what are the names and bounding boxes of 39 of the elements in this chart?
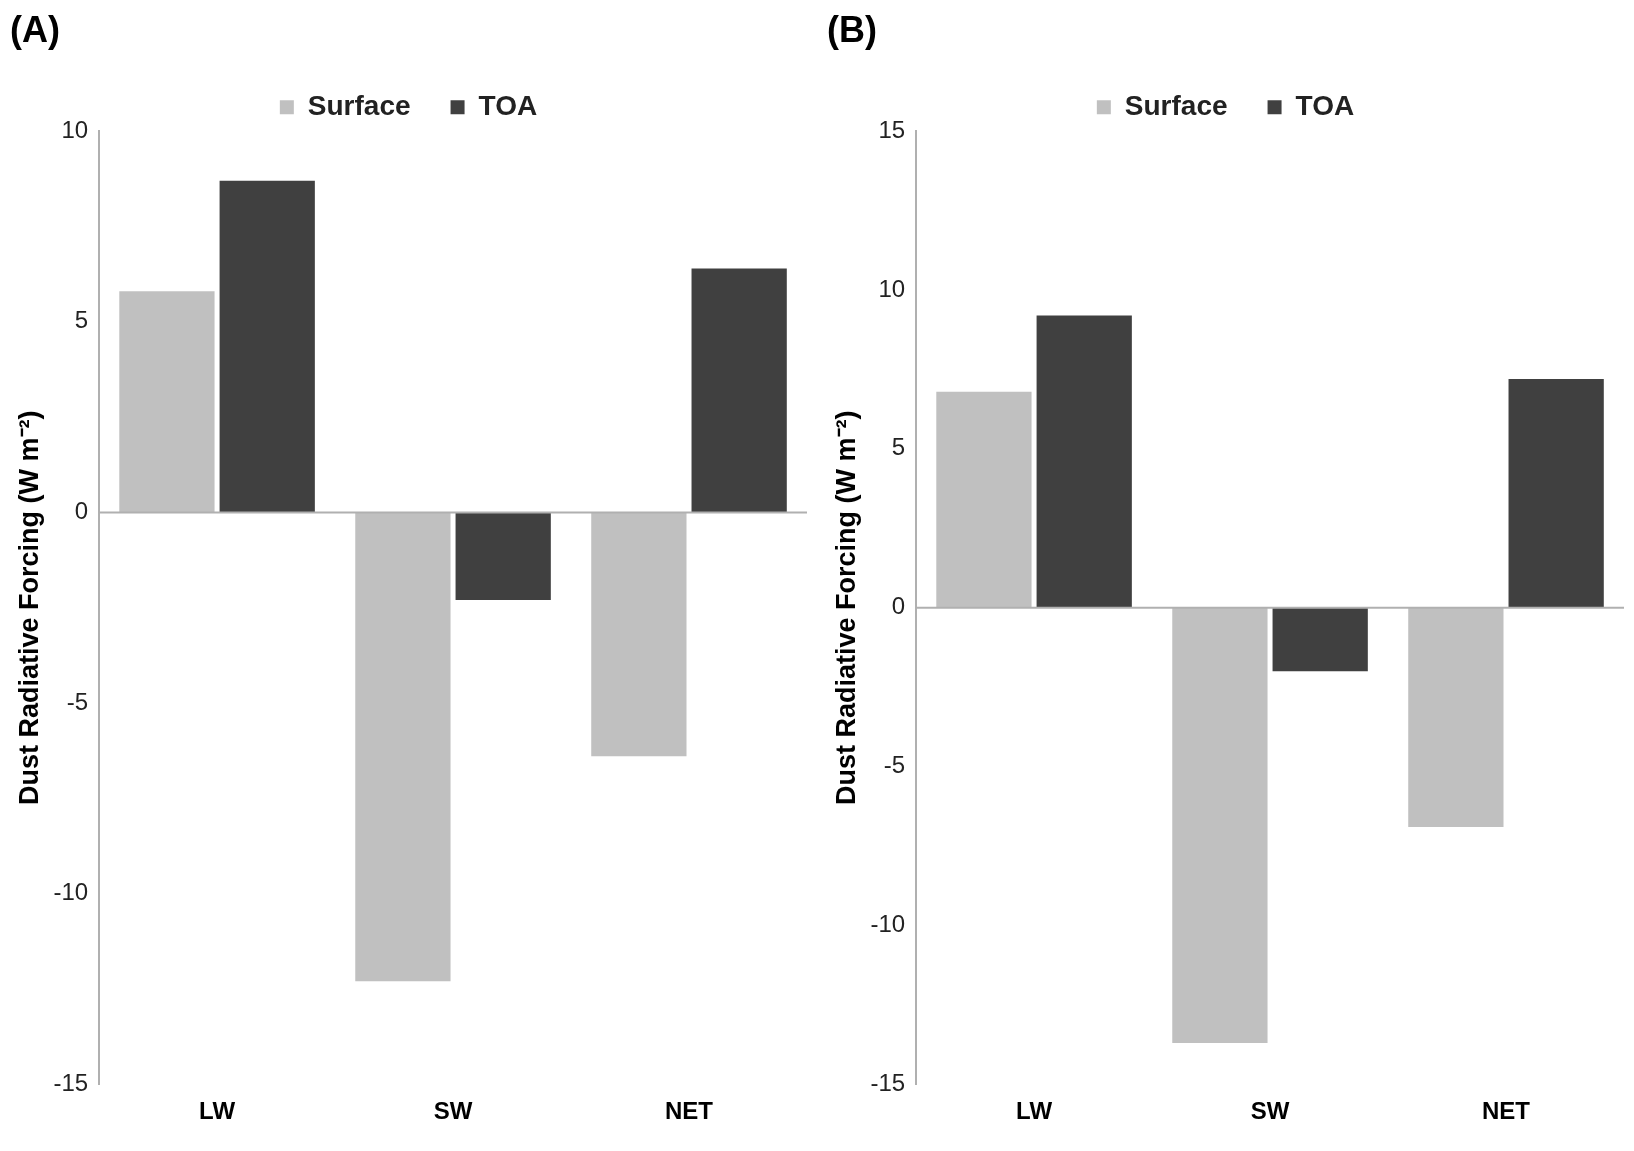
y-tick-label: 5 xyxy=(74,306,89,334)
y-tick-label: 5 xyxy=(891,433,906,461)
chart-title: (B) xyxy=(827,8,877,50)
y-tick-label: -10 xyxy=(53,878,89,906)
y-tick-label: -5 xyxy=(883,751,906,779)
x-tick-label: NET xyxy=(1482,1097,1531,1125)
y-tick-label: 15 xyxy=(878,115,906,143)
bar xyxy=(119,291,215,513)
chart-title: (A) xyxy=(10,8,60,50)
bar xyxy=(591,512,687,757)
y-tick-label: -15 xyxy=(53,1068,89,1096)
bar xyxy=(455,512,551,601)
y-tick-label: -10 xyxy=(870,909,906,937)
bar xyxy=(1036,315,1132,608)
bar xyxy=(691,268,787,513)
bar xyxy=(936,391,1032,608)
legend-label: Surface xyxy=(307,89,411,121)
y-axis-title: Dust Radiative Forcing (W m⁻²) xyxy=(13,410,44,805)
bar xyxy=(219,180,315,513)
y-tick-label: -5 xyxy=(66,687,89,715)
x-tick-label: SW xyxy=(1250,1097,1290,1125)
y-tick-label: 0 xyxy=(74,497,89,525)
x-tick-label: LW xyxy=(199,1097,236,1125)
legend-label: TOA xyxy=(478,89,538,121)
x-tick-label: NET xyxy=(665,1097,714,1125)
bar xyxy=(1272,607,1368,672)
y-tick-label: -15 xyxy=(870,1068,906,1096)
x-tick-label: SW xyxy=(433,1097,473,1125)
y-tick-label: 10 xyxy=(878,274,906,302)
bar xyxy=(1172,607,1268,1043)
bar xyxy=(1408,607,1504,827)
legend-label: Surface xyxy=(1124,89,1228,121)
y-tick-label: 0 xyxy=(891,592,906,620)
x-tick-label: LW xyxy=(1016,1097,1053,1125)
y-tick-label: 10 xyxy=(61,115,89,143)
y-axis-title: Dust Radiative Forcing (W m⁻²) xyxy=(830,410,861,805)
bar xyxy=(355,512,451,982)
legend-label: TOA xyxy=(1295,89,1355,121)
bar xyxy=(1508,378,1604,608)
